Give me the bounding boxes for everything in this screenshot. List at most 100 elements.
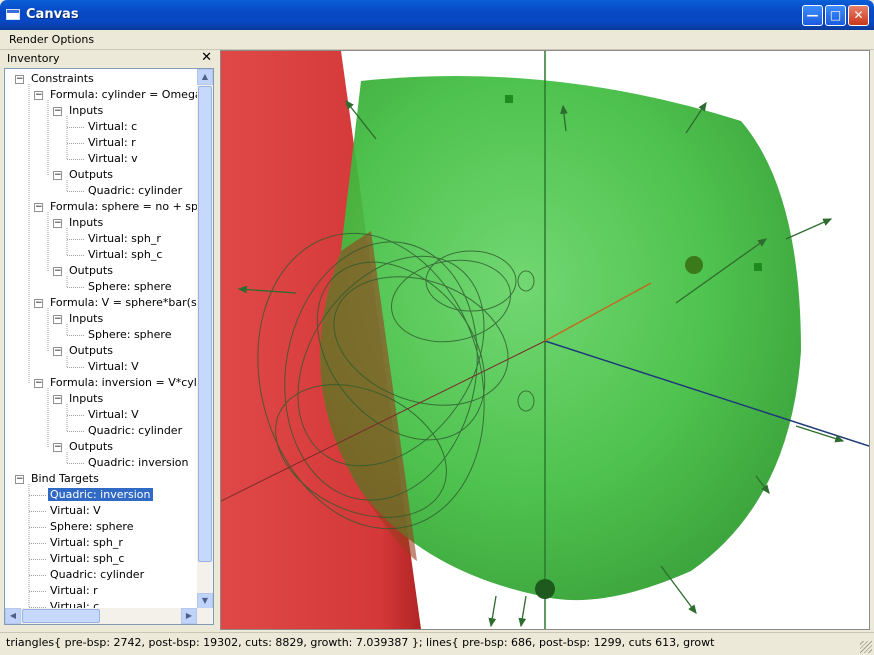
tree-collapse-icon[interactable]: − [53,346,62,356]
tree-item[interactable]: Quadric: cylinder [48,567,146,583]
minimize-button[interactable]: — [802,5,823,26]
tree-item-label: Outputs [69,264,113,277]
dark-axis [221,340,546,502]
tree-item[interactable]: Virtual: c [48,599,101,609]
tree-item[interactable]: Virtual: c [86,119,139,135]
tree-vertical-scrollbar[interactable]: ▲ ▼ [197,69,213,609]
tree-item[interactable]: Sphere: sphere [86,327,173,343]
tree-item[interactable]: Outputs [67,263,115,279]
scroll-right-icon: ▶ [185,611,193,620]
tree-item-label: Virtual: sph_r [88,232,161,245]
tree-item[interactable]: Virtual: sph_r [86,231,163,247]
tree-item[interactable]: Formula: inversion = V*cylinde [48,375,198,391]
tree-collapse-icon[interactable]: − [53,218,62,228]
tree-item-label: Outputs [69,440,113,453]
maximize-icon: □ [829,8,842,22]
tree-item-label: Virtual: V [50,504,101,517]
tree-item[interactable]: Formula: cylinder = Omega - v [48,87,198,103]
dock-close-icon[interactable]: ✕ [201,50,212,65]
tree-item[interactable]: Outputs [67,343,115,359]
tree-item[interactable]: Virtual: r [86,135,138,151]
resize-grip-icon[interactable] [860,641,872,653]
tree-collapse-icon[interactable]: − [34,378,43,388]
tree-item[interactable]: Virtual: V [86,359,141,375]
scroll-up-button[interactable]: ▲ [197,69,213,85]
title-bar: Canvas — □ ✕ [0,0,874,30]
tree-collapse-icon[interactable]: − [53,266,62,276]
tree-collapse-icon[interactable]: − [53,170,62,180]
scroll-down-button[interactable]: ▼ [197,593,213,609]
tree-item[interactable]: Sphere: sphere [86,279,173,295]
tree-item-label: Sphere: sphere [88,328,172,341]
tree-item[interactable]: Quadric: cylinder [86,423,184,439]
tree-collapse-icon[interactable]: − [34,90,43,100]
inversion-wireframe [257,232,535,530]
tree-collapse-icon[interactable]: − [15,74,24,84]
menu-render-options[interactable]: Render Options [9,33,95,46]
tree-item-label: Quadric: inversion [48,488,153,501]
status-text: triangles{ pre-bsp: 2742, post-bsp: 1930… [6,636,715,649]
tree-item-label: Quadric: inversion [88,456,189,469]
tree-item-label: Quadric: cylinder [88,424,183,437]
tree-item[interactable]: Inputs [67,215,105,231]
tree-item-label: Outputs [69,344,113,357]
maximize-button[interactable]: □ [825,5,846,26]
point-marker [754,263,762,271]
tree-item[interactable]: Quadric: inversion [48,487,153,503]
tree-item[interactable]: Virtual: V [86,407,141,423]
tree-item[interactable]: Formula: sphere = no + sph_c [48,199,198,215]
tree-item-label: Inputs [69,104,104,117]
orange-axis [544,282,652,342]
close-icon: ✕ [853,8,864,22]
dock-title: Inventory [7,52,60,65]
tree-item[interactable]: Virtual: v [86,151,140,167]
minimize-icon: — [806,8,819,22]
tree-item[interactable]: Constraints [29,71,96,87]
sphere-center-marker [685,256,703,274]
tree-collapse-icon[interactable]: − [34,202,43,212]
tree-collapse-icon[interactable]: − [53,442,62,452]
scroll-thumb-horizontal[interactable] [22,609,100,623]
tree-item[interactable]: Outputs [67,439,115,455]
tree-item[interactable]: Inputs [67,391,105,407]
tree-item[interactable]: Virtual: r [48,583,100,599]
tree-item-label: Outputs [69,168,113,181]
inventory-tree[interactable]: Constraints−Formula: cylinder = Omega - … [5,69,198,609]
close-button[interactable]: ✕ [848,5,869,26]
3d-viewport[interactable] [220,50,870,630]
tree-collapse-icon[interactable]: − [34,298,43,308]
tree-item[interactable]: Inputs [67,311,105,327]
tree-item[interactable]: Virtual: sph_c [48,551,126,567]
tree-item[interactable]: Sphere: sphere [48,519,135,535]
tree-item[interactable]: Virtual: sph_c [86,247,164,263]
tree-item[interactable]: Outputs [67,167,115,183]
tree-item[interactable]: Quadric: inversion [86,455,191,471]
tree-collapse-icon[interactable]: − [53,106,62,116]
tree-item[interactable]: Quadric: cylinder [86,183,184,199]
tree-item-label: Virtual: r [88,136,136,149]
tree-item[interactable]: Virtual: sph_r [48,535,125,551]
scroll-right-button[interactable]: ▶ [181,608,197,624]
scroll-thumb-vertical[interactable] [198,86,212,562]
window-title: Canvas [26,7,79,22]
scroll-left-button[interactable]: ◀ [5,608,21,624]
tree-collapse-icon[interactable]: − [15,474,24,484]
tree-item[interactable]: Inputs [67,103,105,119]
tree-item[interactable]: Formula: V = sphere*bar(sphe [48,295,198,311]
tree-item[interactable]: Bind Targets [29,471,101,487]
tree-connector-lines [28,84,84,608]
tree-item-label: Virtual: sph_r [50,536,123,549]
tree-item-label: Inputs [69,216,104,229]
tree-collapse-icon[interactable]: − [53,394,62,404]
sphere-surface [320,76,801,601]
tree-horizontal-scrollbar[interactable]: ◀ ▶ [5,608,213,624]
tree-item[interactable]: Virtual: V [48,503,103,519]
tree-item-label: Quadric: cylinder [88,184,183,197]
tree-item-label: Sphere: sphere [88,280,172,293]
tree-item-label: Sphere: sphere [50,520,134,533]
tree-item-label: Virtual: c [88,120,138,133]
blue-axis [544,340,869,447]
tree-item-label: Virtual: c [50,600,100,609]
tree-collapse-icon[interactable]: − [53,314,62,324]
tree-item-label: Formula: V = sphere*bar(sphe [50,296,198,309]
